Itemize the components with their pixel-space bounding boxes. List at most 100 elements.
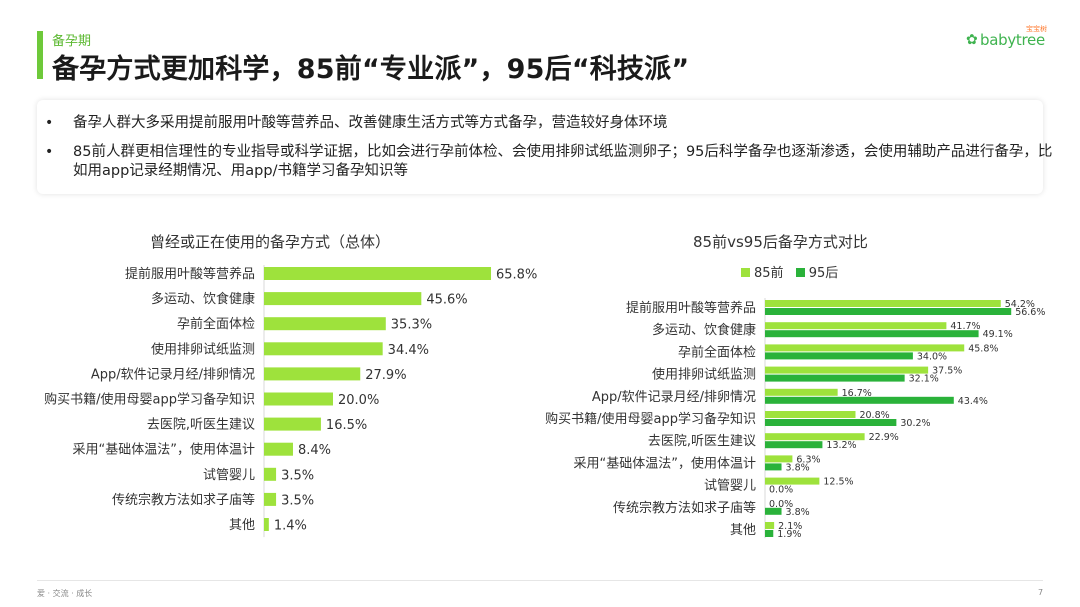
- left-chart-value-label: 16.5%: [326, 418, 367, 433]
- right-chart-bar-85: [765, 433, 865, 441]
- right-chart-value-label-85: 16.7%: [842, 388, 872, 399]
- right-chart-category-label: 其他: [730, 523, 756, 538]
- right-chart-value-label-85: 22.9%: [869, 432, 899, 443]
- right-chart-value-label-95: 49.1%: [983, 329, 1013, 340]
- right-chart-bar-95: [765, 419, 897, 426]
- legend-swatch-85: [741, 268, 750, 277]
- left-chart-bar: [264, 442, 293, 456]
- right-chart-value-label-85: 20.8%: [859, 410, 889, 421]
- left-chart-value-label: 35.3%: [391, 318, 432, 333]
- right-chart-value-label-85: 12.5%: [823, 477, 853, 488]
- page-title: 备孕方式更加科学，85前“专业派”，95后“科技派”: [52, 54, 690, 85]
- right-chart-category-label: 传统宗教方法如求子庙等: [613, 500, 756, 516]
- right-chart-value-label-85: 54.2%: [1005, 299, 1035, 310]
- right-chart-category-label: 采用“基础体温法”，使用体温计: [574, 455, 756, 471]
- left-chart-title: 曾经或正在使用的备孕方式（总体）: [150, 233, 391, 251]
- logo-cn-text: 宝宝树: [1026, 25, 1047, 33]
- title-accent-bar: [37, 31, 43, 79]
- legend-item-85: 85前: [741, 262, 784, 281]
- left-chart-category-label: App/软件记录月经/排卵情况: [91, 367, 255, 382]
- right-chart-bar-85: [765, 322, 947, 330]
- left-chart-bar: [264, 317, 386, 331]
- right-chart-value-label-85: 2.1%: [778, 521, 802, 532]
- left-chart-category-label: 其他: [229, 518, 255, 533]
- right-chart-category-label: 购买书籍/使用母婴app学习备孕知识: [545, 411, 756, 427]
- footer-tagline: 爱 · 交流 · 成长: [37, 589, 93, 598]
- left-chart-category-label: 购买书籍/使用母婴app学习备孕知识: [44, 392, 255, 408]
- right-chart-value-label-85: 6.3%: [796, 454, 820, 465]
- logo-text: babytree: [980, 31, 1045, 49]
- left-chart-bar: [264, 292, 422, 306]
- legend-label-85: 85前: [754, 266, 784, 281]
- right-chart-value-label-85: 41.7%: [950, 321, 980, 332]
- left-chart-bar: [264, 467, 277, 481]
- right-chart-value-label-95: 0.0%: [769, 485, 793, 496]
- right-chart-bar-85: [765, 477, 820, 485]
- right-bar-chart: 提前服用叶酸等营养品 54.2%56.6% 多运动、饮食健康 41.7%49.1% 孕前…: [545, 298, 1045, 540]
- left-chart-category-label: 试管婴儿: [203, 468, 255, 483]
- right-chart-value-label-85: 0.0%: [769, 499, 793, 510]
- babytree-logo: ✿ babytree 宝宝树: [966, 25, 1056, 50]
- right-chart-value-label-95: 32.1%: [909, 374, 939, 385]
- left-chart-bar: [264, 518, 269, 531]
- summary-box: • 备孕人群大多采用提前服用叶酸等营养品、改善健康生活方式等方式备孕，营造较好身…: [37, 100, 1052, 194]
- right-chart-category-label: 去医院,听医生建议: [648, 434, 756, 449]
- right-chart-value-label-85: 37.5%: [932, 366, 962, 377]
- footer-divider: [37, 580, 1043, 581]
- right-chart-value-label-95: 1.9%: [777, 529, 801, 540]
- right-chart-category-label: 多运动、饮食健康: [652, 322, 756, 338]
- legend-label-95: 95后: [808, 266, 839, 281]
- bullet-dot-icon: •: [45, 144, 54, 160]
- right-chart-bar-85: [765, 522, 775, 529]
- section-label: 备孕期: [52, 34, 92, 49]
- bullet-dot-icon: •: [45, 115, 54, 131]
- right-chart-bar-85: [765, 344, 965, 352]
- left-chart-value-label: 1.4%: [274, 519, 307, 534]
- right-chart-bar-95: [765, 441, 823, 449]
- right-chart-value-label-95: 56.6%: [1015, 307, 1045, 318]
- left-chart-bar: [264, 492, 277, 506]
- left-chart-category-label: 孕前全面体检: [177, 316, 255, 332]
- right-chart-bar-95: [765, 530, 774, 537]
- left-chart-category-label: 去医院,听医生建议: [147, 418, 255, 433]
- right-chart-bar-95: [765, 308, 1012, 315]
- right-chart-bar-95: [765, 463, 782, 471]
- left-chart-value-label: 20.0%: [338, 393, 379, 408]
- right-chart-bar-85: [765, 366, 929, 374]
- right-chart-category-label: 提前服用叶酸等营养品: [626, 300, 756, 316]
- right-chart-bar-95: [765, 352, 913, 360]
- right-chart-value-label-85: 45.8%: [968, 343, 998, 354]
- right-chart-category-label: 使用排卵试纸监测: [652, 367, 756, 383]
- right-chart-category-label: 试管婴儿: [704, 479, 756, 494]
- legend-swatch-95: [795, 268, 805, 277]
- left-chart-value-label: 34.4%: [388, 343, 429, 358]
- chart-legend: 85前 95后: [741, 262, 846, 281]
- right-chart-value-label-95: 3.8%: [786, 462, 810, 473]
- right-chart-bar-95: [765, 507, 782, 515]
- legend-item-95: 95后: [795, 262, 839, 281]
- right-chart-category-label: App/软件记录月经/排卵情况: [592, 390, 756, 405]
- left-chart-bar: [264, 392, 333, 406]
- right-chart-value-label-95: 34.0%: [917, 351, 947, 362]
- right-chart-bar-95: [765, 396, 954, 404]
- logo-mark-icon: ✿: [966, 32, 978, 48]
- left-chart-bar: [264, 417, 321, 431]
- right-chart-bar-95: [765, 330, 979, 338]
- left-chart-bar: [264, 367, 361, 381]
- left-chart-value-label: 27.9%: [365, 368, 406, 383]
- right-chart-bar-85: [765, 300, 1001, 307]
- right-chart-bar-85: [765, 411, 856, 418]
- left-chart-value-label: 3.5%: [281, 493, 314, 508]
- right-chart-category-label: 孕前全面体检: [678, 344, 756, 360]
- bullet-text: 85前人群更相信理性的专业指导或科学证据，比如会进行孕前体检、会使用排卵试纸监测…: [73, 144, 1053, 179]
- right-chart-value-label-95: 3.8%: [786, 507, 810, 518]
- left-chart-category-label: 多运动、饮食健康: [151, 291, 255, 307]
- right-chart-bar-85: [765, 388, 838, 396]
- left-chart-value-label: 3.5%: [281, 468, 314, 483]
- right-chart-bar-85: [765, 455, 793, 463]
- right-chart-title: 85前vs95后备孕方式对比: [693, 233, 868, 251]
- left-chart-bar: [264, 267, 492, 280]
- bullet-text: 备孕人群大多采用提前服用叶酸等营养品、改善健康生活方式等方式备孕，营造较好身体环…: [73, 115, 668, 131]
- left-bar-chart: 提前服用叶酸等营养品 65.8% 多运动、饮食健康 45.6% 孕前全面体检 35.3% 使…: [44, 265, 537, 538]
- right-chart-bar-95: [765, 374, 905, 382]
